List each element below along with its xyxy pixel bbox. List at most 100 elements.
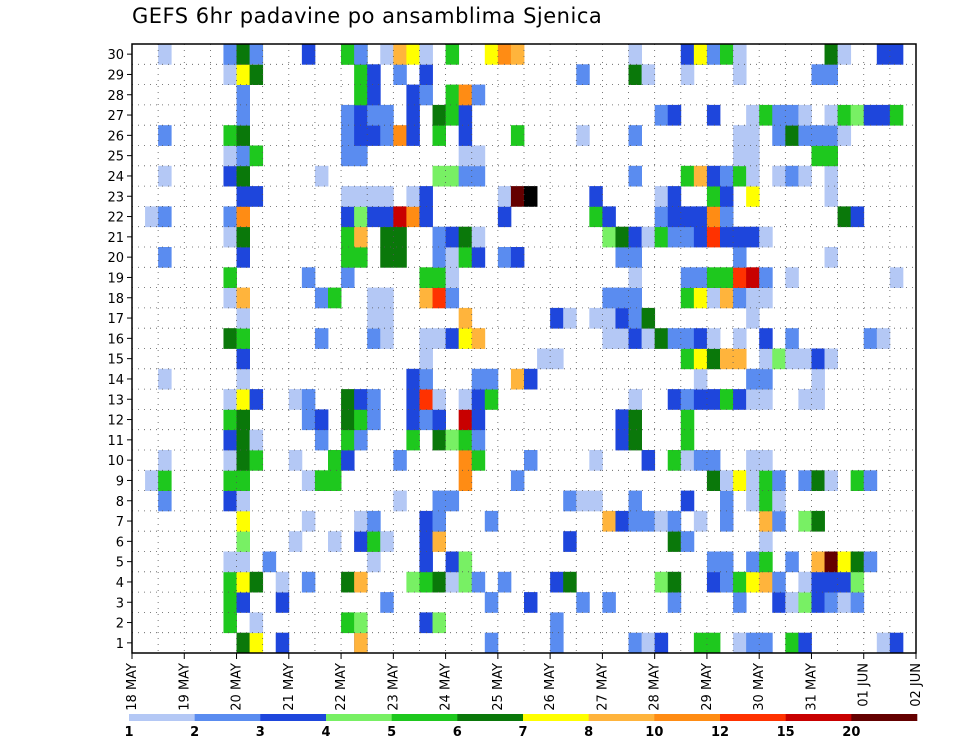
heatmap-cell — [354, 64, 368, 85]
y-tick-label: 21 — [107, 231, 124, 246]
heatmap-cell — [236, 490, 250, 512]
heatmap-cell — [693, 206, 708, 228]
heatmap-cell — [223, 165, 237, 187]
heatmap-cell — [706, 267, 721, 288]
heatmap-cell — [654, 328, 669, 349]
heatmap-cell — [615, 409, 629, 431]
heatmap-cell — [798, 104, 812, 126]
colorbar: 1 2 3 4 5 6 7 8 10 12 15 20 — [124, 714, 918, 740]
heatmap-cell — [772, 104, 786, 126]
heatmap-cell — [863, 328, 878, 349]
y-tick-label: 2 — [116, 617, 124, 632]
heatmap-cell — [654, 226, 669, 248]
heatmap-cell — [667, 226, 682, 248]
heatmap-cell — [367, 551, 381, 573]
heatmap-cell — [354, 571, 368, 593]
heatmap-cell — [471, 328, 486, 349]
heatmap-cell — [693, 328, 708, 349]
heatmap-cell — [654, 571, 669, 593]
heatmap-cell — [798, 510, 812, 532]
heatmap-cell — [236, 64, 250, 85]
heatmap-cell — [301, 409, 316, 431]
heatmap-cell — [158, 368, 172, 390]
heatmap-cell — [733, 571, 747, 593]
heatmap-cell — [733, 348, 747, 370]
heatmap-cell — [236, 104, 250, 126]
heatmap-cell — [889, 267, 904, 288]
heatmap-cell — [615, 287, 629, 309]
heatmap-cell — [223, 64, 237, 85]
heatmap-cell — [301, 389, 316, 410]
heatmap-cell — [445, 226, 460, 248]
heatmap-cell — [615, 328, 629, 349]
heatmap-cell — [419, 348, 433, 370]
heatmap-cell — [419, 510, 433, 532]
heatmap-cell — [458, 125, 473, 146]
heatmap-cell — [458, 450, 473, 471]
heatmap-cell — [484, 632, 499, 654]
heatmap-cell — [510, 44, 525, 65]
heatmap-cell — [772, 165, 786, 187]
colorbar-swatch — [654, 714, 721, 721]
heatmap-cell — [223, 450, 237, 471]
heatmap-cell — [367, 510, 381, 532]
heatmap-cell — [720, 571, 734, 593]
heatmap-cell — [223, 44, 237, 65]
heatmap-cell — [733, 267, 747, 288]
colorbar-label: 2 — [190, 725, 199, 740]
heatmap-cell — [772, 470, 786, 491]
heatmap-cell — [341, 409, 355, 431]
heatmap-cell — [445, 490, 460, 512]
heatmap-cell — [706, 328, 721, 349]
heatmap-cell — [680, 226, 695, 248]
heatmap-cell — [354, 429, 368, 451]
y-tick-label: 3 — [116, 596, 124, 611]
heatmap-cell — [811, 551, 825, 573]
heatmap-cell — [354, 612, 368, 634]
heatmap-cell — [785, 125, 799, 146]
heatmap-cell — [811, 470, 825, 491]
heatmap-cell — [354, 44, 368, 65]
heatmap-cell — [733, 287, 747, 309]
y-tick-label: 5 — [116, 556, 124, 571]
heatmap-cell — [341, 145, 355, 167]
heatmap-cell — [328, 287, 342, 309]
colorbar-label: 3 — [256, 725, 265, 740]
heatmap-cell — [811, 64, 825, 85]
heatmap-cell — [471, 145, 486, 167]
heatmap-cell — [275, 571, 290, 593]
heatmap-cell — [354, 247, 368, 268]
y-axis: 1234567891011121314151617181920212223242… — [107, 48, 132, 652]
y-tick-label: 12 — [107, 414, 124, 429]
heatmap-cell — [223, 287, 237, 309]
heatmap-cell — [680, 64, 695, 85]
heatmap-cell — [837, 206, 852, 228]
x-tick-label: 25 MAY — [491, 663, 506, 711]
heatmap-cell — [602, 592, 616, 613]
heatmap-cell — [419, 571, 433, 593]
heatmap-cell — [759, 571, 773, 593]
heatmap-cell — [458, 165, 473, 187]
heatmap-cell — [406, 571, 420, 593]
heatmap-cell — [419, 44, 433, 65]
heatmap-cell — [158, 490, 172, 512]
heatmap-cell — [158, 125, 172, 146]
heatmap-cell — [158, 206, 172, 228]
heatmap-cell — [432, 389, 446, 410]
heatmap-cell — [419, 368, 433, 390]
heatmap-cell — [497, 44, 512, 65]
heatmap-cell — [628, 64, 642, 85]
heatmap-cell — [837, 44, 852, 65]
heatmap-cell — [275, 592, 290, 613]
heatmap-cell — [667, 450, 682, 471]
heatmap-cell — [432, 125, 446, 146]
heatmap-cell — [876, 44, 891, 65]
heatmap-cell — [824, 44, 838, 65]
heatmap-cell — [471, 409, 486, 431]
heatmap-cell — [824, 165, 838, 187]
heatmap-cell — [249, 450, 264, 471]
heatmap-cell — [876, 632, 891, 654]
heatmap-cell — [628, 125, 642, 146]
colorbar-swatch — [785, 714, 852, 721]
heatmap-cell — [223, 389, 237, 410]
